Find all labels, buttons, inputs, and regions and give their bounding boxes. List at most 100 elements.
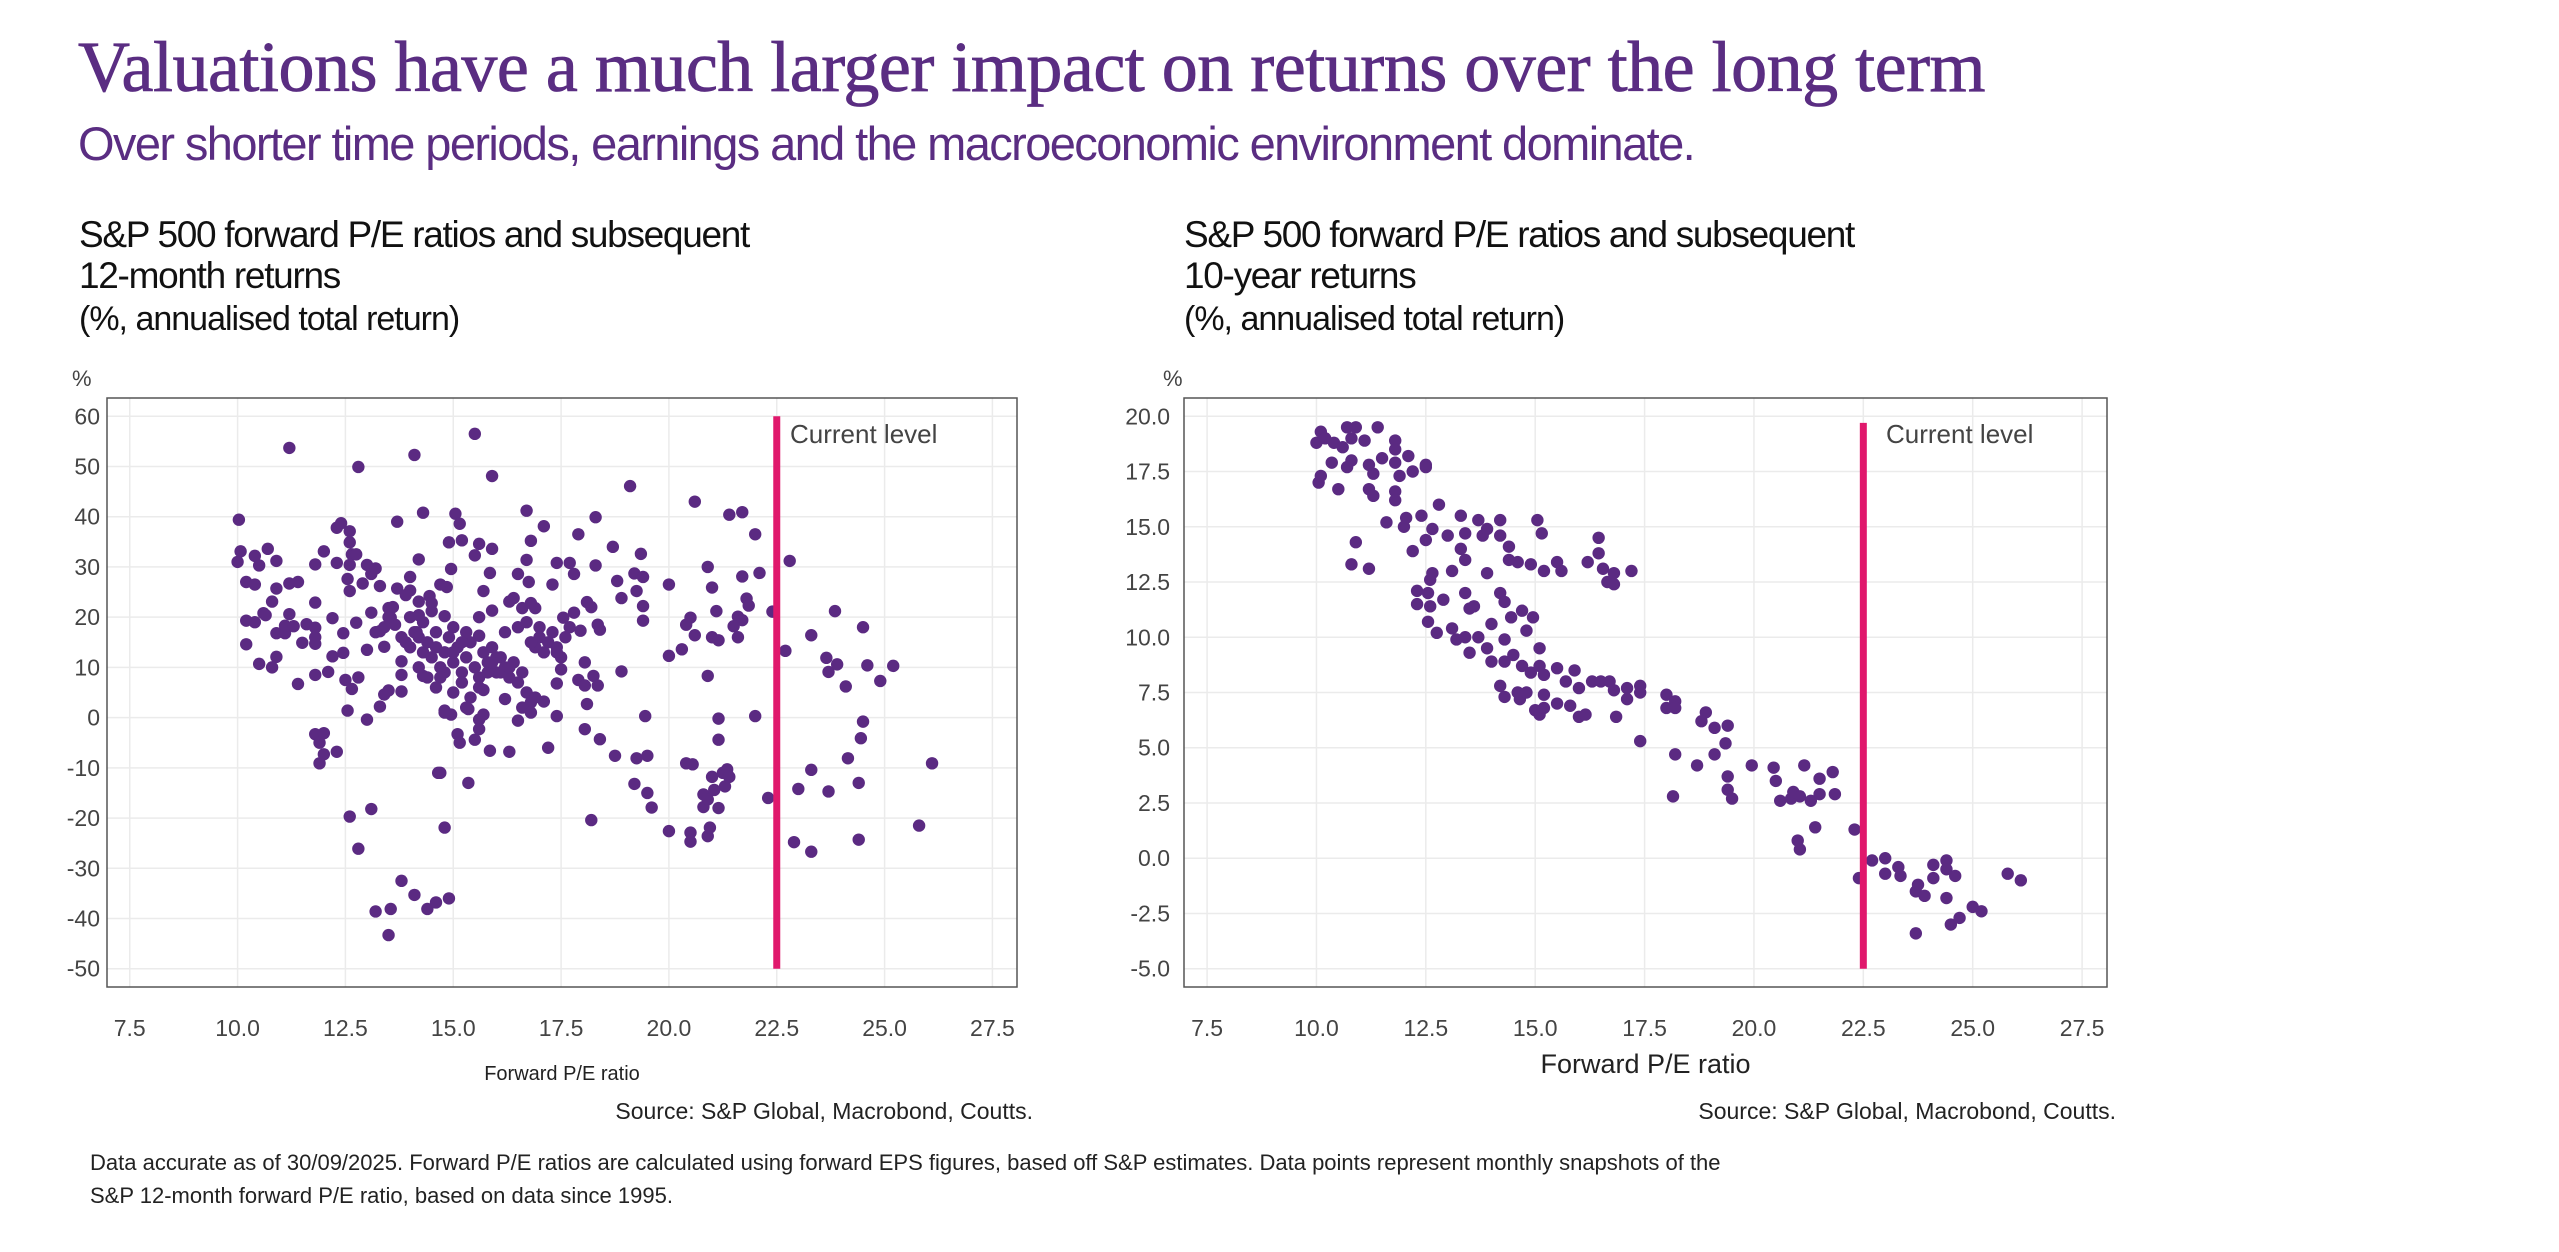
data-point bbox=[1581, 555, 1594, 569]
data-point bbox=[421, 671, 434, 684]
data-point bbox=[1426, 522, 1439, 536]
data-point bbox=[703, 821, 717, 834]
data-point bbox=[1793, 790, 1807, 803]
data-point bbox=[1559, 675, 1573, 688]
data-point bbox=[477, 584, 490, 598]
y-tick-label: 60 bbox=[74, 403, 100, 429]
chart-units: (%, annualised total return) bbox=[1184, 300, 1565, 338]
data-point bbox=[472, 629, 486, 642]
x-tick-label: 27.5 bbox=[970, 1015, 1015, 1041]
data-point bbox=[1424, 600, 1437, 613]
x-tick-label: 20.0 bbox=[647, 1015, 692, 1041]
data-point bbox=[1607, 578, 1621, 591]
data-point bbox=[830, 658, 844, 671]
data-point bbox=[270, 627, 283, 640]
current-level-label: Current level bbox=[790, 419, 937, 449]
data-point bbox=[2001, 867, 2014, 880]
x-tick-label: 27.5 bbox=[2060, 1015, 2105, 1041]
data-point bbox=[1349, 536, 1363, 549]
x-axis-title: Forward P/E ratio bbox=[484, 1063, 640, 1085]
data-point bbox=[792, 782, 805, 796]
data-point bbox=[1918, 889, 1931, 903]
y-tick-label: 2.5 bbox=[1138, 790, 1170, 816]
data-point bbox=[1494, 679, 1507, 693]
y-tick-label: 5.0 bbox=[1138, 735, 1170, 761]
x-tick-label: 25.0 bbox=[862, 1015, 907, 1041]
data-point bbox=[701, 560, 714, 574]
data-point bbox=[365, 606, 378, 619]
data-point bbox=[1774, 794, 1787, 807]
data-point bbox=[628, 777, 641, 791]
data-point bbox=[1498, 690, 1511, 704]
x-tick-label: 25.0 bbox=[1950, 1015, 1995, 1041]
data-point bbox=[1944, 918, 1958, 931]
data-point bbox=[1535, 527, 1548, 540]
data-point bbox=[1592, 547, 1605, 560]
data-point bbox=[1345, 558, 1358, 571]
data-point bbox=[1865, 854, 1879, 867]
data-point bbox=[1585, 675, 1599, 688]
data-point bbox=[688, 495, 702, 508]
data-point bbox=[1472, 631, 1485, 644]
data-point bbox=[708, 783, 721, 797]
data-point bbox=[283, 607, 296, 621]
data-point bbox=[822, 665, 835, 679]
data-point bbox=[360, 643, 374, 657]
data-point bbox=[1813, 772, 1826, 785]
data-point bbox=[352, 460, 365, 474]
x-tick-label: 20.0 bbox=[1732, 1015, 1777, 1041]
x-tick-label: 17.5 bbox=[1622, 1015, 1667, 1041]
data-point bbox=[1940, 863, 1953, 876]
x-tick-label: 17.5 bbox=[539, 1015, 584, 1041]
data-point bbox=[384, 902, 397, 916]
data-point bbox=[1607, 684, 1621, 697]
data-point bbox=[485, 604, 499, 617]
data-point bbox=[529, 691, 542, 704]
data-point bbox=[1502, 540, 1516, 553]
footnote-line1: Data accurate as of 30/09/2025. Forward … bbox=[90, 1150, 1721, 1175]
x-tick-label: 10.0 bbox=[1294, 1015, 1339, 1041]
data-point bbox=[447, 646, 460, 659]
data-point bbox=[1666, 790, 1680, 803]
data-point bbox=[459, 626, 473, 639]
data-point bbox=[321, 665, 335, 679]
data-point bbox=[723, 508, 736, 521]
data-point bbox=[1520, 686, 1533, 699]
data-point bbox=[1437, 593, 1450, 606]
data-point bbox=[373, 579, 387, 593]
data-point bbox=[1432, 498, 1446, 511]
data-point bbox=[1419, 460, 1433, 474]
data-point bbox=[1389, 494, 1402, 507]
data-point bbox=[805, 763, 818, 777]
y-tick-label: -20 bbox=[67, 805, 100, 831]
data-point bbox=[587, 669, 600, 683]
chart-source-10y: Source: S&P Global, Macrobond, Coutts. bbox=[1698, 1098, 2116, 1124]
data-point bbox=[1410, 584, 1424, 598]
y-tick-label: -2.5 bbox=[1130, 900, 1170, 926]
data-point bbox=[742, 599, 755, 612]
data-point bbox=[350, 548, 363, 561]
data-point bbox=[1550, 697, 1564, 710]
y-tick-label: 20.0 bbox=[1125, 403, 1170, 429]
data-point bbox=[472, 722, 486, 736]
x-axis-title: Forward P/E ratio bbox=[1540, 1049, 1750, 1079]
data-point bbox=[1809, 821, 1822, 834]
data-point bbox=[623, 479, 637, 493]
data-point bbox=[1362, 562, 1376, 575]
data-point bbox=[541, 741, 555, 754]
data-point bbox=[483, 744, 497, 757]
data-point bbox=[390, 582, 404, 595]
data-point bbox=[567, 567, 581, 581]
data-point bbox=[468, 549, 482, 562]
y-tick-label: 0.0 bbox=[1138, 845, 1170, 871]
data-point bbox=[718, 780, 732, 793]
data-point bbox=[1459, 527, 1472, 540]
chart-title-12m: S&P 500 forward P/E ratios and subsequen… bbox=[79, 214, 750, 339]
data-point bbox=[787, 835, 801, 849]
data-point bbox=[1459, 631, 1472, 644]
data-point bbox=[395, 874, 408, 888]
data-point bbox=[580, 697, 594, 711]
data-point bbox=[1336, 440, 1349, 454]
data-point bbox=[1531, 513, 1544, 527]
